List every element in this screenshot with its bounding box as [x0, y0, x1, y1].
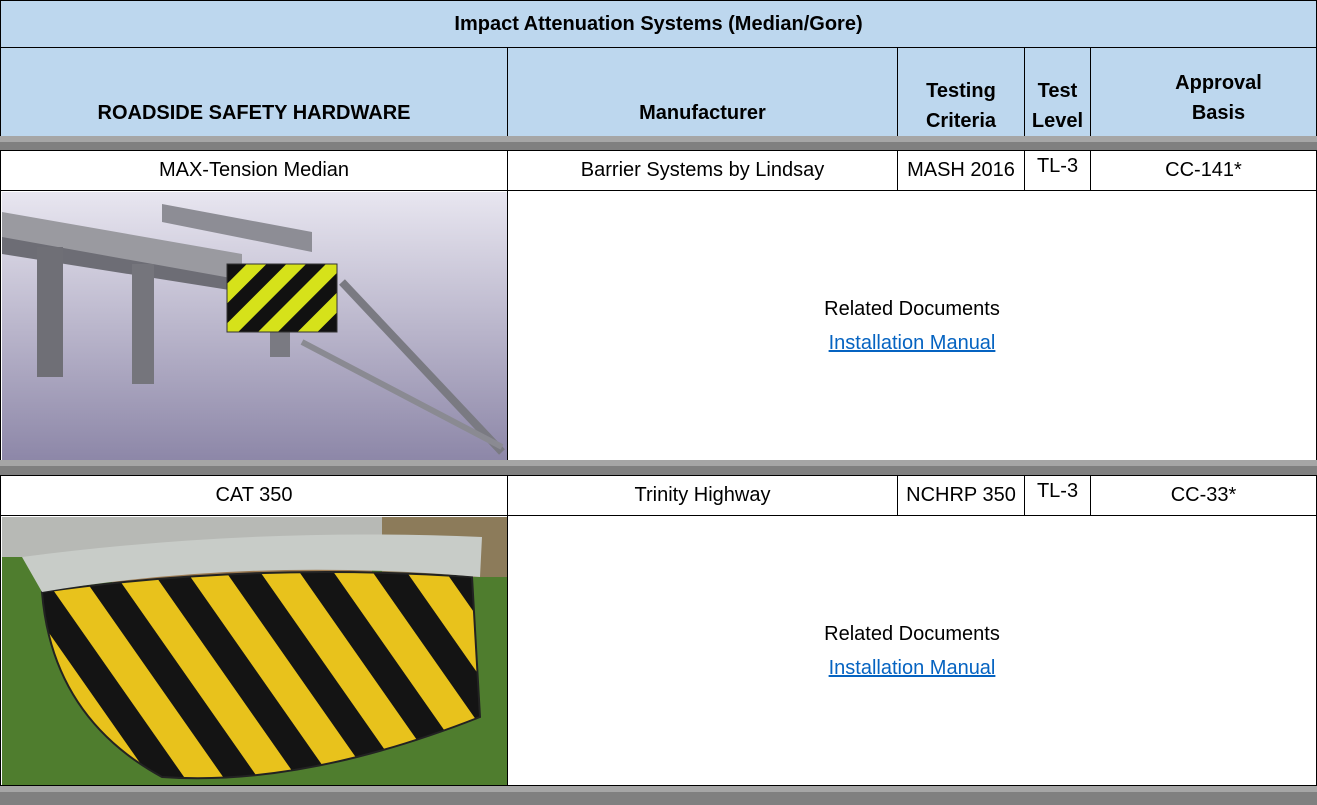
documents-label: Related Documents [824, 297, 1000, 320]
product-image [1, 191, 507, 460]
image-cell [0, 190, 508, 461]
hardware-name: MAX-Tension Median [0, 150, 508, 191]
documents-cell: Related Documents Installation Manual [507, 190, 1317, 461]
documents-cell: Related Documents Installation Manual [507, 515, 1317, 786]
header: Testing Criteria [897, 47, 1025, 137]
installation-manual-link[interactable]: Installation Manual [828, 656, 996, 679]
test-level: TL-3 [1024, 150, 1091, 191]
header: Test Level [1024, 47, 1091, 137]
installation-manual-link[interactable]: Installation Manual [828, 331, 996, 354]
product-image [1, 516, 507, 785]
separator [0, 460, 1317, 475]
separator [0, 136, 1317, 150]
hardware-name: CAT 350 [0, 475, 508, 516]
image-cell [0, 515, 508, 786]
manufacturer: Barrier Systems by Lindsay [507, 150, 898, 191]
approval-basis: CC-33* [1090, 475, 1317, 516]
header: Manufacturer [507, 47, 898, 137]
separator [0, 786, 1317, 805]
table-title: Impact Attenuation Systems (Median/Gore) [0, 0, 1317, 48]
manufacturer: Trinity Highway [507, 475, 898, 516]
documents-label: Related Documents [824, 622, 1000, 645]
testing-criteria: NCHRP 350 [897, 475, 1025, 516]
approval-basis: CC-141* [1090, 150, 1317, 191]
header: ROADSIDE SAFETY HARDWARE [0, 47, 508, 137]
test-level: TL-3 [1024, 475, 1091, 516]
testing-criteria: MASH 2016 [897, 150, 1025, 191]
header: Approval Basis [1090, 47, 1317, 137]
